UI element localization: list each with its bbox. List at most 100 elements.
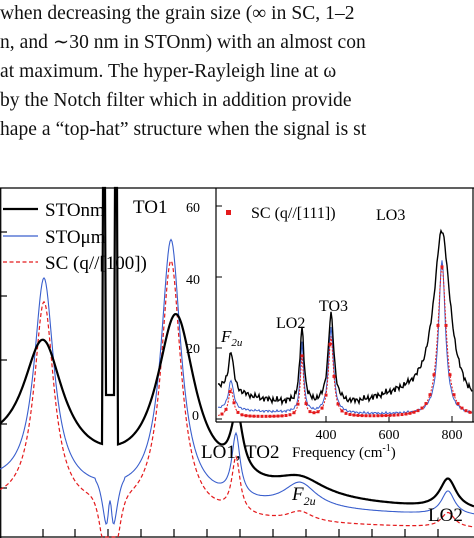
label-lo1-to2: LO1, TO2 xyxy=(201,442,279,463)
inset-sc-markers xyxy=(220,265,472,418)
inset-sc-marker xyxy=(380,414,384,418)
inset-sc-marker xyxy=(264,414,268,418)
label-to1: TO1 xyxy=(133,197,167,218)
inset-sc-marker xyxy=(248,414,252,418)
inset-sc-marker xyxy=(412,410,416,414)
inset-sc-marker xyxy=(308,410,312,414)
inset-label-lo2: LO2 xyxy=(276,315,305,332)
inset-background xyxy=(216,180,474,422)
inset-sc-marker xyxy=(388,413,392,417)
inset-sc-marker xyxy=(220,412,224,416)
inset-sc-marker xyxy=(268,414,272,418)
inset-sc-marker xyxy=(432,373,436,377)
inset-sc-marker xyxy=(452,393,456,397)
inset-sc-marker xyxy=(284,413,288,417)
inset-sc-marker xyxy=(464,409,468,413)
text-line-2: n, and ∼30 nm in STOnm) with an almost c… xyxy=(0,32,366,53)
inset-ytick-60: 60 xyxy=(186,201,200,216)
inset-legend-label-sc: SC (q//[111]) xyxy=(251,205,336,222)
inset-xtick-600: 600 xyxy=(379,428,400,443)
inset-ytick-40: 40 xyxy=(186,273,200,288)
article-text: when decreasing the grain size (∞ in SC,… xyxy=(0,0,474,160)
inset-sc-marker xyxy=(424,402,428,406)
inset-sc-marker xyxy=(244,414,248,418)
inset-sc-marker xyxy=(468,410,472,414)
inset-sc-marker xyxy=(276,414,280,418)
inset-sc-marker xyxy=(336,402,340,406)
inset-sc-marker xyxy=(404,412,408,416)
text-line-1: when decreasing the grain size (∞ in SC,… xyxy=(0,3,355,24)
label-lo2: LO2 xyxy=(428,505,463,526)
inset-curve-sto-nm xyxy=(217,228,473,407)
legend-label-stoum: STOμm xyxy=(45,227,106,248)
inset-sc-marker xyxy=(400,413,404,417)
inset-sc-marker xyxy=(260,414,264,418)
inset-sc-marker xyxy=(384,414,388,418)
inset-sc-marker xyxy=(304,402,308,406)
main-legend: STOnm STOμm SC (q//[100]) xyxy=(3,200,147,274)
inset-sc-marker xyxy=(456,402,460,406)
inset-sc-marker xyxy=(368,414,372,418)
inset-sc-marker xyxy=(232,401,236,405)
inset-sc-marker xyxy=(280,414,284,418)
text-line-3: at maximum. The hyper-Rayleigh line at ω xyxy=(0,61,337,82)
inset-sc-marker xyxy=(364,414,368,418)
inset-sc-marker xyxy=(252,414,256,418)
inset-ytick-20: 20 xyxy=(186,342,200,357)
inset-sc-marker xyxy=(340,409,344,413)
inset-sc-marker xyxy=(324,393,328,397)
curve-sc xyxy=(0,259,474,538)
inset-sc-marker xyxy=(320,406,324,410)
inset-sc-marker xyxy=(348,412,352,416)
inset-xtick-800: 800 xyxy=(442,428,463,443)
inset-label-f2u: F2u xyxy=(220,327,243,349)
inset-sc-marker xyxy=(236,410,240,414)
legend-label-stonm: STOnm xyxy=(45,200,105,221)
inset-sc-marker xyxy=(332,374,336,378)
inset-curve-sto-um xyxy=(217,260,473,416)
inset-sc-marker xyxy=(316,410,320,414)
inset-sc-marker xyxy=(356,413,360,417)
inset-legend-swatch-sc xyxy=(226,210,231,215)
inset-sc-marker xyxy=(420,406,424,410)
inset-sc-marker xyxy=(408,411,412,415)
inset-sc-marker xyxy=(312,411,316,415)
inset-sc-marker xyxy=(396,413,400,417)
inset-plot: 60 40 20 0 400 600 800 Frequency (cm-1) … xyxy=(186,180,474,461)
inset-sc-marker xyxy=(224,407,228,411)
inset-sc-marker xyxy=(428,393,432,397)
inset-sc-marker xyxy=(256,414,260,418)
raman-figure: STOnm STOμm SC (q//[100]) TO1 LO1, TO2 F… xyxy=(0,180,474,538)
label-f2u: F2u xyxy=(291,484,316,508)
inset-label-lo3: LO3 xyxy=(376,207,405,224)
inset-sc-marker xyxy=(296,402,300,406)
text-line-4: by the Notch filter which in addition pr… xyxy=(0,90,352,111)
inset-sc-marker xyxy=(360,414,364,418)
inset-sc-marker xyxy=(460,406,464,410)
inset-sc-marker xyxy=(440,265,444,269)
inset-sc-marker xyxy=(240,413,244,417)
inset-sc-marker xyxy=(352,413,356,417)
inset-xlabel: Frequency (cm-1) xyxy=(292,443,396,461)
inset-sc-marker xyxy=(272,414,276,418)
text-line-5: hape a “top-hat” structure when the sign… xyxy=(0,119,367,140)
inset-sc-marker xyxy=(436,323,440,327)
inset-axis-ticks xyxy=(216,205,453,422)
inset-sc-marker xyxy=(288,413,292,417)
inset-sc-marker xyxy=(328,342,332,346)
inset-sc-marker xyxy=(292,411,296,415)
inset-label-to3: TO3 xyxy=(319,298,348,315)
inset-sc-marker xyxy=(300,354,304,358)
inset-sc-marker xyxy=(416,409,420,413)
inset-sc-marker xyxy=(444,323,448,327)
inset-sc-marker xyxy=(392,413,396,417)
curve-sto-um xyxy=(0,238,474,526)
inset-sc-marker xyxy=(376,414,380,418)
inset-sc-marker xyxy=(344,411,348,415)
inset-ytick-0: 0 xyxy=(192,409,199,424)
main-axis-ticks xyxy=(0,231,439,537)
inset-xtick-400: 400 xyxy=(316,428,337,443)
inset-sc-marker xyxy=(372,414,376,418)
inset-sc-marker xyxy=(448,373,452,377)
inset-sc-marker xyxy=(228,390,232,394)
